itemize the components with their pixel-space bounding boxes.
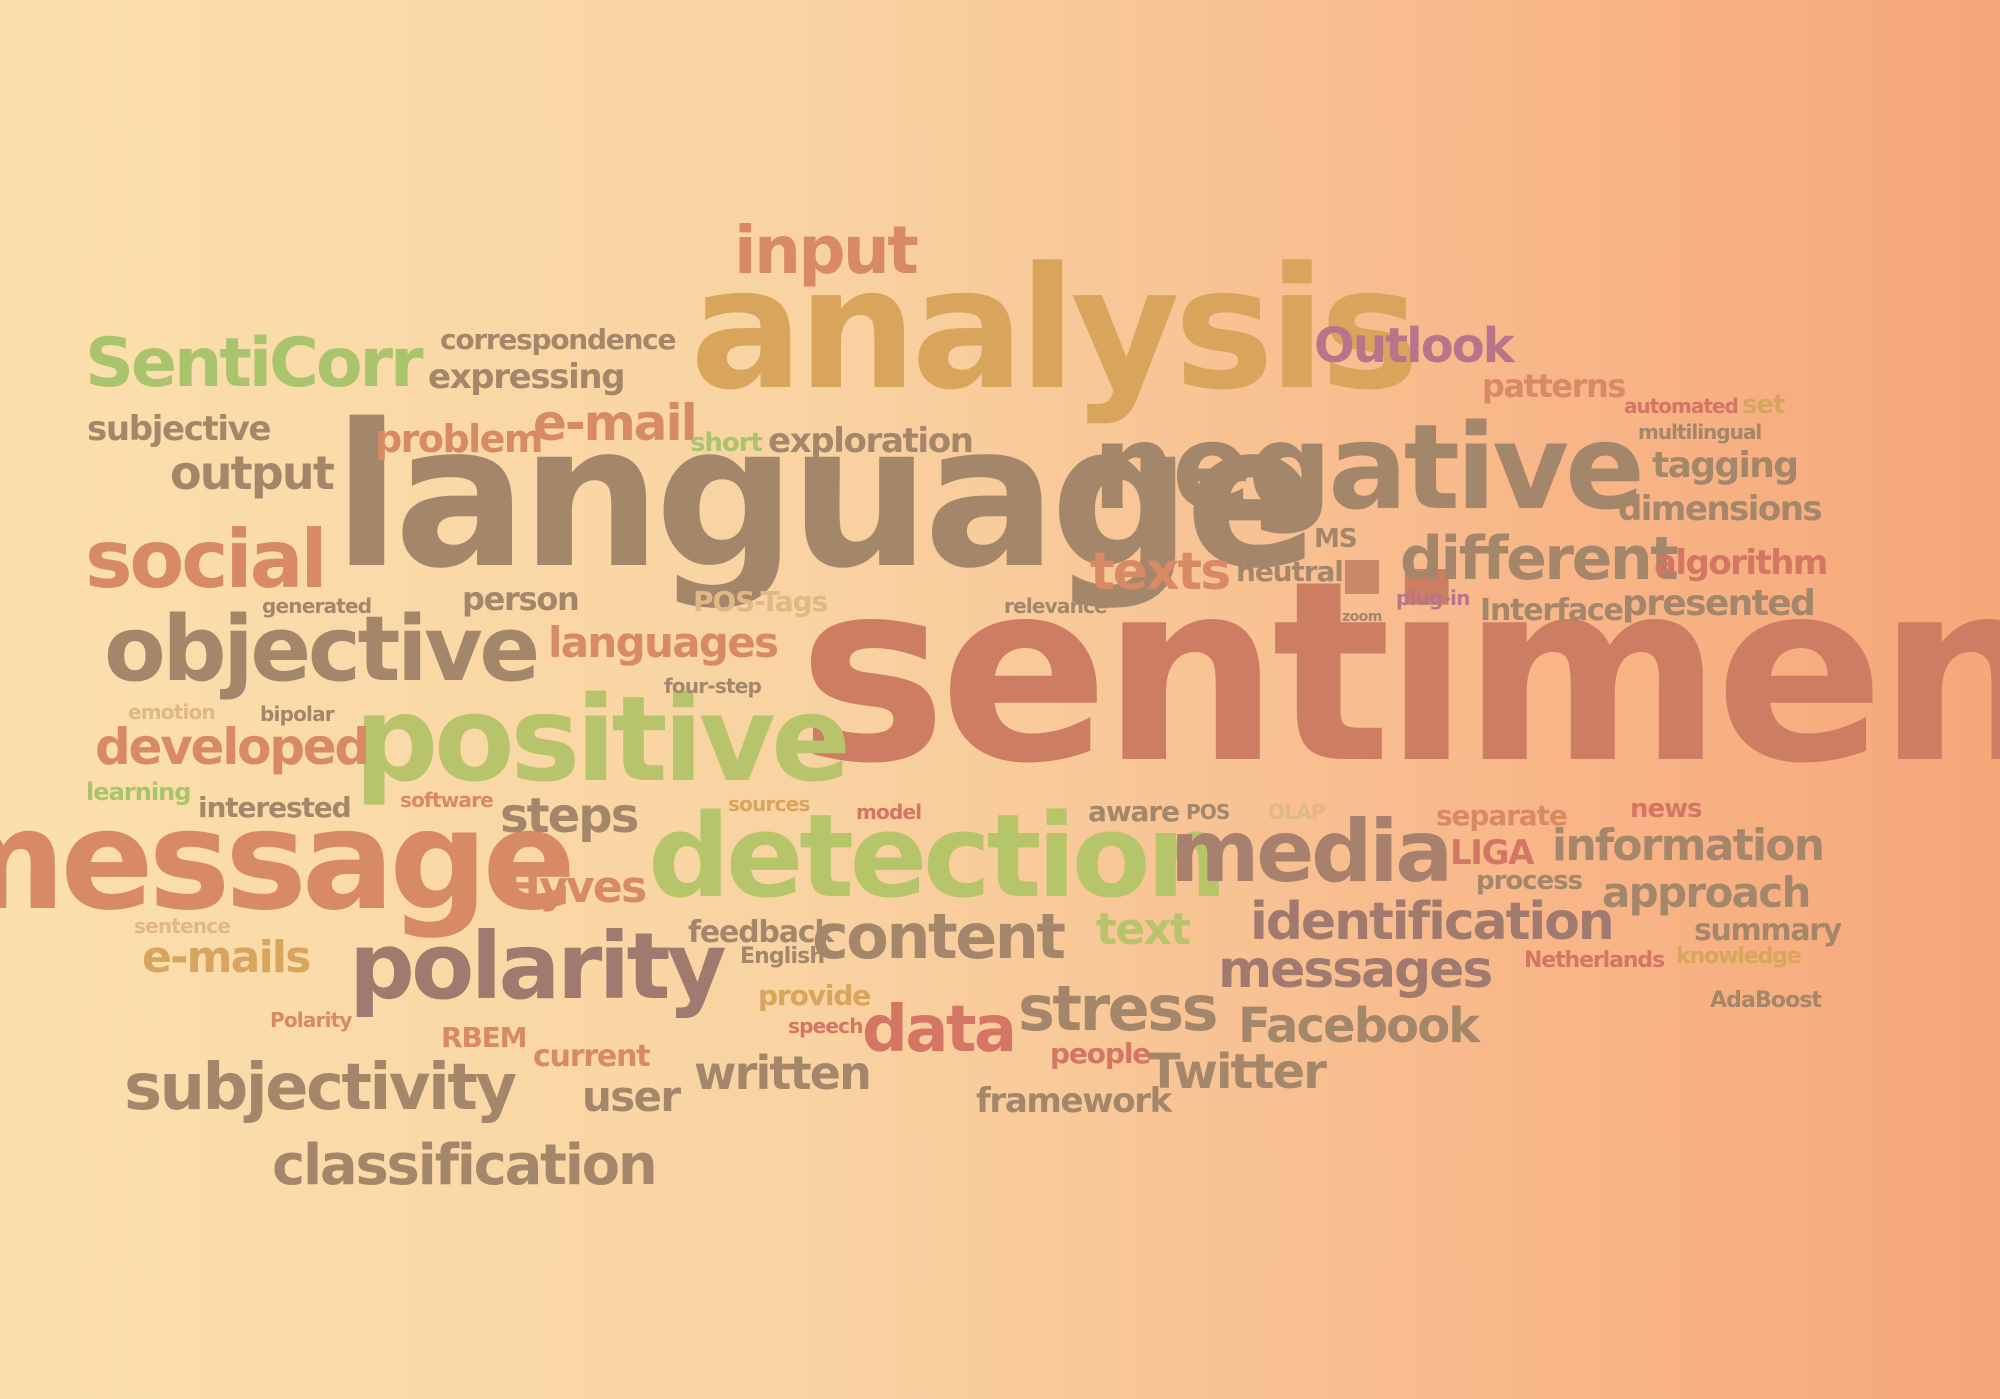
word-emotion: emotion bbox=[128, 700, 216, 724]
word-analysis: analysis bbox=[690, 231, 1420, 427]
word-netherlands: Netherlands bbox=[1524, 948, 1665, 973]
word-people: people bbox=[1050, 1037, 1151, 1070]
word-sentiment: sentiment bbox=[798, 527, 2000, 818]
word-relevance: relevance bbox=[1004, 594, 1108, 618]
word-adaboost: AdaBoost bbox=[1710, 988, 1822, 1013]
word-written: written bbox=[694, 1046, 872, 1100]
word-sentence: sentence bbox=[134, 914, 231, 938]
word-presented: presented bbox=[1622, 583, 1816, 624]
word-information: information bbox=[1552, 820, 1825, 871]
word-expressing: expressing bbox=[428, 357, 626, 397]
word-generated: generated bbox=[262, 594, 372, 618]
word-hyves: Hyves bbox=[504, 862, 647, 913]
word-neutral: neutral bbox=[1236, 555, 1344, 588]
word-olap: OLAP bbox=[1268, 800, 1325, 824]
word-postags: POS-Tags bbox=[693, 585, 828, 618]
word-learning: learning bbox=[86, 778, 191, 806]
word-person: person bbox=[462, 580, 580, 618]
word-texts: texts bbox=[1090, 542, 1231, 602]
word-model: model bbox=[856, 800, 922, 824]
word-social: social bbox=[85, 513, 328, 606]
word-dimensions: dimensions bbox=[1618, 489, 1823, 529]
word-interface: Interface bbox=[1480, 593, 1624, 628]
word-different: different bbox=[1400, 524, 1679, 594]
word-message: message bbox=[0, 780, 576, 941]
word-pos: POS bbox=[1186, 800, 1230, 824]
word-data: data bbox=[862, 993, 1017, 1067]
word-multilingual: multilingual bbox=[1638, 420, 1762, 444]
word-automated: automated bbox=[1624, 394, 1739, 418]
word-developed: developed bbox=[95, 718, 370, 776]
word-problem: problem bbox=[375, 417, 544, 461]
word-tagging: tagging bbox=[1652, 445, 1799, 486]
word-set: set bbox=[1742, 390, 1785, 420]
word-bipolar: bipolar bbox=[260, 702, 335, 726]
word-facebook: Facebook bbox=[1238, 998, 1480, 1054]
word-polarity: polarity bbox=[349, 913, 727, 1020]
word-language: language bbox=[333, 381, 1319, 612]
word-objective: objective bbox=[104, 597, 540, 702]
word-patterns: patterns bbox=[1482, 367, 1626, 405]
word-identification: identification bbox=[1250, 892, 1615, 952]
word-stress: stress bbox=[1018, 972, 1219, 1045]
word-feedback: feedback bbox=[688, 915, 834, 950]
word-input: input bbox=[734, 212, 919, 289]
word-email: e-mail bbox=[533, 394, 698, 452]
word-user: user bbox=[582, 1072, 681, 1121]
word-interested: interested bbox=[198, 791, 352, 824]
word-separate: separate bbox=[1436, 799, 1568, 832]
word-zoom: zoom bbox=[1342, 609, 1382, 625]
word-aware: aware bbox=[1088, 795, 1180, 828]
word-plugin: plug-in bbox=[1396, 586, 1470, 610]
word-rbem: RBEM bbox=[441, 1021, 528, 1054]
word-negative: negative bbox=[1092, 398, 1645, 536]
word-messages: messages bbox=[1218, 940, 1493, 1000]
word-output: output bbox=[170, 446, 335, 500]
word-sources: sources bbox=[728, 792, 810, 816]
word-software: software bbox=[400, 788, 494, 812]
word-emails: e-mails bbox=[142, 932, 311, 983]
word-process: process bbox=[1476, 866, 1583, 896]
word-media: media bbox=[1170, 802, 1453, 902]
word-steps: steps bbox=[500, 788, 639, 844]
word-current: current bbox=[533, 1039, 651, 1074]
word-senticorr: SentiCorr bbox=[85, 324, 424, 403]
word-classification: classification bbox=[272, 1133, 658, 1198]
word-liga: LIGA bbox=[1450, 833, 1534, 873]
word-fourstep: four-step bbox=[664, 674, 762, 698]
word-approach: approach bbox=[1602, 868, 1811, 917]
word-correspondence: correspondence bbox=[440, 323, 677, 356]
word-knowledge: knowledge bbox=[1676, 944, 1802, 969]
word-text: text bbox=[1096, 904, 1191, 955]
word-polarity-small: Polarity bbox=[270, 1008, 352, 1032]
word-subjectivity: subjectivity bbox=[124, 1051, 517, 1125]
word-ms: MS bbox=[1314, 524, 1358, 554]
word-languages: languages bbox=[548, 618, 779, 667]
word-provide: provide bbox=[758, 979, 871, 1012]
word-detection: detection bbox=[648, 790, 1228, 924]
word-content: content bbox=[812, 900, 1066, 973]
word-short: short bbox=[690, 428, 763, 458]
word-exploration: exploration bbox=[768, 421, 974, 461]
word-twitter: Twitter bbox=[1148, 1044, 1327, 1100]
word-news: news bbox=[1630, 794, 1703, 824]
word-speech: speech bbox=[788, 1014, 863, 1038]
word-english: English bbox=[740, 944, 825, 969]
square-glyph bbox=[1345, 560, 1379, 594]
word-subjective: subjective bbox=[87, 409, 272, 449]
word-positive: positive bbox=[354, 670, 851, 808]
word-outlook: Outlook bbox=[1314, 318, 1515, 374]
word-framework: framework bbox=[976, 1081, 1172, 1121]
word-algorithm: algorithm bbox=[1654, 543, 1828, 583]
word-summary: summary bbox=[1694, 913, 1842, 948]
